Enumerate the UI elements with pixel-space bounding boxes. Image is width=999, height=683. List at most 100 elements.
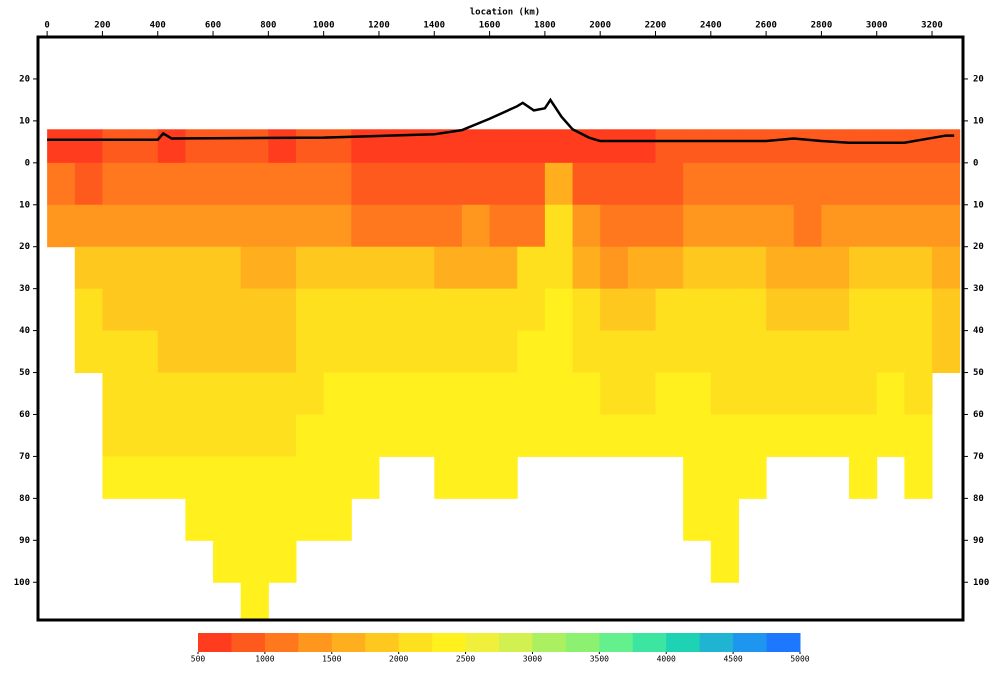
- cell: [517, 288, 546, 332]
- cell: [738, 456, 767, 499]
- cell: [627, 162, 656, 206]
- cell: [738, 204, 767, 248]
- cell: [434, 129, 463, 164]
- cell: [876, 129, 905, 164]
- plot-frame: [36, 35, 965, 622]
- cell: [489, 456, 518, 499]
- colorbar-tick-label: 1500: [322, 655, 341, 664]
- y-tick-label-left: 70: [19, 452, 30, 462]
- x-tick-label: 2000: [589, 21, 611, 31]
- cell: [434, 246, 463, 290]
- cell: [296, 246, 325, 290]
- cell: [47, 204, 76, 248]
- cell: [572, 414, 601, 457]
- y-tick-label-right: 60: [973, 410, 984, 420]
- cell: [102, 330, 131, 374]
- cell: [213, 372, 242, 415]
- colorbar-tick-label: 2000: [389, 655, 408, 664]
- cell: [323, 288, 352, 332]
- cell: [378, 162, 408, 206]
- cell: [821, 414, 850, 457]
- y-tick-label-right: 30: [973, 284, 984, 294]
- cell: [323, 204, 352, 248]
- cell: [185, 288, 214, 332]
- colorbar-swatch: [599, 633, 634, 652]
- cell: [683, 204, 712, 248]
- cell: [130, 372, 159, 415]
- cell: [655, 162, 684, 206]
- colorbar-swatch: [499, 633, 533, 652]
- cell: [627, 204, 656, 248]
- x-tick-label: 400: [150, 21, 166, 31]
- cell: [876, 162, 905, 206]
- cell: [296, 129, 325, 164]
- cell: [185, 456, 214, 499]
- cell: [904, 204, 933, 248]
- cell: [268, 456, 297, 499]
- cell: [213, 456, 242, 499]
- cell: [738, 246, 767, 290]
- y-tick-label-right: 100: [973, 578, 989, 588]
- cell: [406, 246, 435, 290]
- cell: [710, 330, 739, 374]
- cell: [489, 246, 518, 290]
- cell: [213, 330, 242, 374]
- colorbar-swatch: [733, 633, 768, 652]
- cell: [627, 288, 656, 332]
- cell: [710, 456, 739, 499]
- cell: [600, 372, 629, 415]
- cell: [544, 372, 574, 415]
- cell: [489, 129, 518, 164]
- cell: [710, 162, 739, 206]
- cell: [544, 246, 574, 290]
- cell: [904, 330, 933, 374]
- cell: [378, 372, 408, 415]
- cell: [213, 288, 242, 332]
- cell: [627, 414, 656, 457]
- cell: [157, 246, 186, 290]
- colorbar-swatch: [699, 633, 734, 652]
- cell: [932, 162, 961, 206]
- colorbar-swatch: [465, 633, 500, 652]
- cell: [240, 246, 269, 290]
- cell: [627, 129, 656, 164]
- cell: [102, 204, 131, 248]
- colorbar-swatch: [365, 633, 400, 652]
- cell: [904, 162, 933, 206]
- cell: [185, 372, 214, 415]
- cell: [213, 129, 242, 164]
- cell: [240, 129, 269, 164]
- colorbar-tick-label: 2500: [456, 655, 475, 664]
- cell: [351, 129, 380, 164]
- cell: [102, 162, 131, 206]
- x-tick-label: 800: [260, 21, 276, 31]
- y-tick-label-right: 10: [973, 200, 984, 210]
- cell: [821, 330, 850, 374]
- cell: [710, 498, 739, 541]
- cell: [572, 330, 601, 374]
- colorbar-swatch: [666, 633, 701, 652]
- cell: [627, 372, 656, 415]
- colorbar-swatch: [231, 633, 266, 652]
- cell: [406, 288, 435, 332]
- cell: [544, 129, 574, 164]
- cell: [461, 129, 491, 164]
- colorbar-tick-label: 4500: [723, 655, 742, 664]
- cell: [185, 246, 214, 290]
- cell: [655, 204, 684, 248]
- cell: [517, 414, 546, 457]
- cell: [378, 288, 408, 332]
- y-tick-label-right: 70: [973, 452, 984, 462]
- cell: [793, 246, 822, 290]
- cell: [157, 372, 186, 415]
- x-axis-title: location (km): [470, 7, 540, 18]
- cell: [378, 204, 408, 248]
- cell: [296, 498, 325, 541]
- cell: [323, 246, 352, 290]
- cell: [600, 288, 629, 332]
- cell: [932, 288, 961, 332]
- cell: [268, 129, 297, 164]
- cell: [157, 162, 186, 206]
- cell: [932, 246, 961, 290]
- cell: [572, 204, 601, 248]
